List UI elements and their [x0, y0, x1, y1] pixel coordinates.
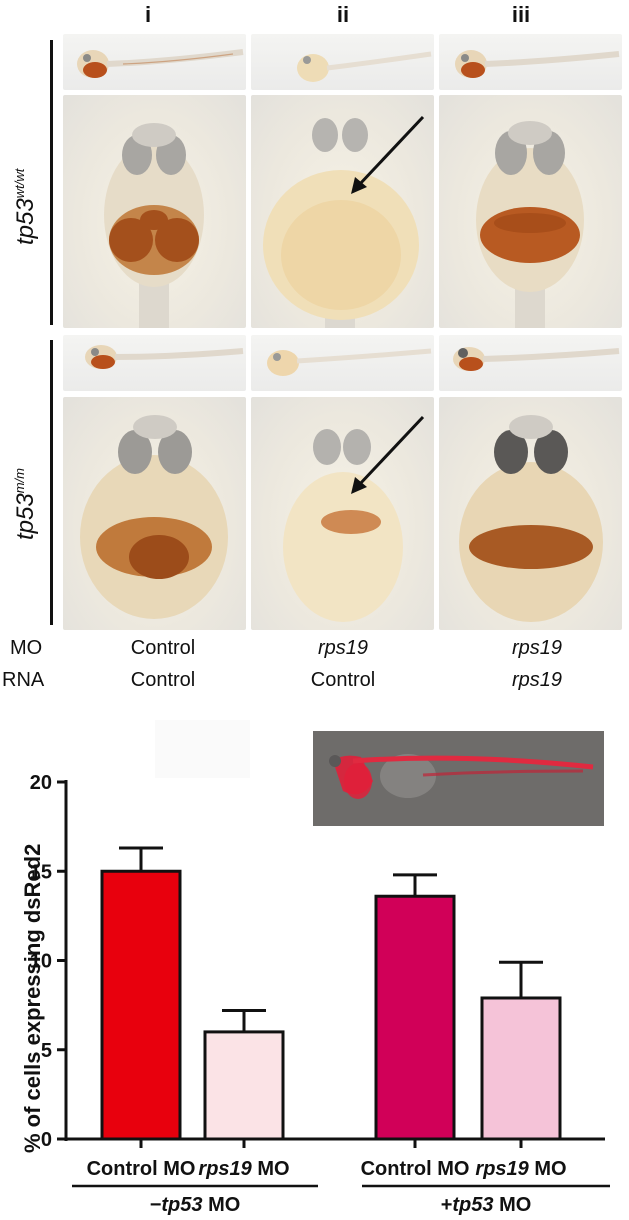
x-category-label: rps19 MO	[198, 1158, 289, 1180]
arrow-annotation	[357, 115, 425, 187]
ventral-embryo-image	[476, 121, 584, 328]
condition-rna-i: Control	[130, 669, 196, 691]
embryo-ventral-wt-ii	[251, 95, 434, 328]
bar	[480, 996, 562, 1141]
embryo-ventral-wt-iii	[439, 95, 622, 328]
embryo-ventral-wt-i	[63, 95, 246, 328]
ventral-embryo-image	[283, 415, 425, 622]
condition-mo-i: Control	[130, 637, 196, 659]
x-category-label: Control MO	[361, 1158, 470, 1180]
inset-white-box	[155, 720, 250, 778]
y-tick-label: 20	[30, 772, 52, 794]
ventral-embryo-image	[104, 123, 204, 328]
fluorescent-embryo-image	[329, 754, 594, 799]
condition-rna-ii: Control	[310, 669, 376, 691]
row-label-wt-sup: wt/wt	[12, 168, 27, 199]
bar	[203, 1030, 285, 1141]
row-bracket-mut	[50, 340, 53, 625]
lateral-embryo-image	[267, 348, 432, 376]
embryo-thumb-wt-i	[63, 34, 246, 90]
condition-mo-iii: rps19	[511, 637, 563, 659]
lateral-embryo-image	[85, 345, 244, 369]
arrow-head	[351, 477, 367, 494]
row-label-mut-sup: m/m	[12, 468, 27, 494]
row-label-wt-base: tp53	[12, 198, 39, 245]
ventral-embryo-image	[459, 415, 603, 622]
mo-row-label: MO	[10, 637, 43, 659]
condition-mo-ii: rps19	[317, 637, 369, 659]
group-label: +tp53 MO	[441, 1194, 532, 1216]
lateral-embryo-image	[455, 50, 620, 78]
row-label-mut-base: tp53	[12, 493, 39, 540]
embryo-ventral-mut-ii	[251, 397, 434, 630]
bar	[374, 894, 456, 1141]
lateral-embryo-image	[77, 49, 244, 78]
y-tick-label: 0	[41, 1129, 52, 1151]
x-category-label: Control MO	[87, 1158, 196, 1180]
column-header-ii: ii	[336, 2, 350, 27]
inset-fluorescent-embryo	[313, 731, 604, 826]
rna-row-label: RNA	[2, 669, 45, 691]
embryo-thumb-mut-iii	[439, 335, 622, 391]
row-label-mut: tp53m/m	[12, 468, 40, 540]
embryo-thumb-wt-ii	[251, 34, 434, 90]
y-tick-label: 10	[30, 951, 52, 973]
column-header-i: i	[144, 2, 152, 27]
y-tick-label: 5	[41, 1040, 52, 1062]
condition-rna-iii: rps19	[511, 669, 563, 691]
column-header-iii: iii	[511, 2, 531, 27]
embryo-ventral-mut-i	[63, 397, 246, 630]
embryo-thumb-mut-i	[63, 335, 246, 391]
y-tick-label: 15	[30, 861, 52, 883]
group-label: −tp53 MO	[150, 1194, 241, 1216]
lateral-embryo-image	[453, 347, 620, 371]
bar	[100, 869, 182, 1141]
x-category-label: rps19 MO	[475, 1158, 566, 1180]
row-bracket-wt	[50, 40, 53, 325]
embryo-thumb-wt-iii	[439, 34, 622, 90]
ventral-embryo-image	[80, 415, 228, 619]
row-label-wt: tp53wt/wt	[12, 169, 40, 245]
embryo-ventral-mut-iii	[439, 397, 622, 630]
ventral-embryo-image	[263, 115, 425, 328]
lateral-embryo-image	[297, 51, 432, 82]
arrow-head	[351, 177, 367, 194]
embryo-thumb-mut-ii	[251, 335, 434, 391]
arrow-annotation	[357, 415, 425, 487]
